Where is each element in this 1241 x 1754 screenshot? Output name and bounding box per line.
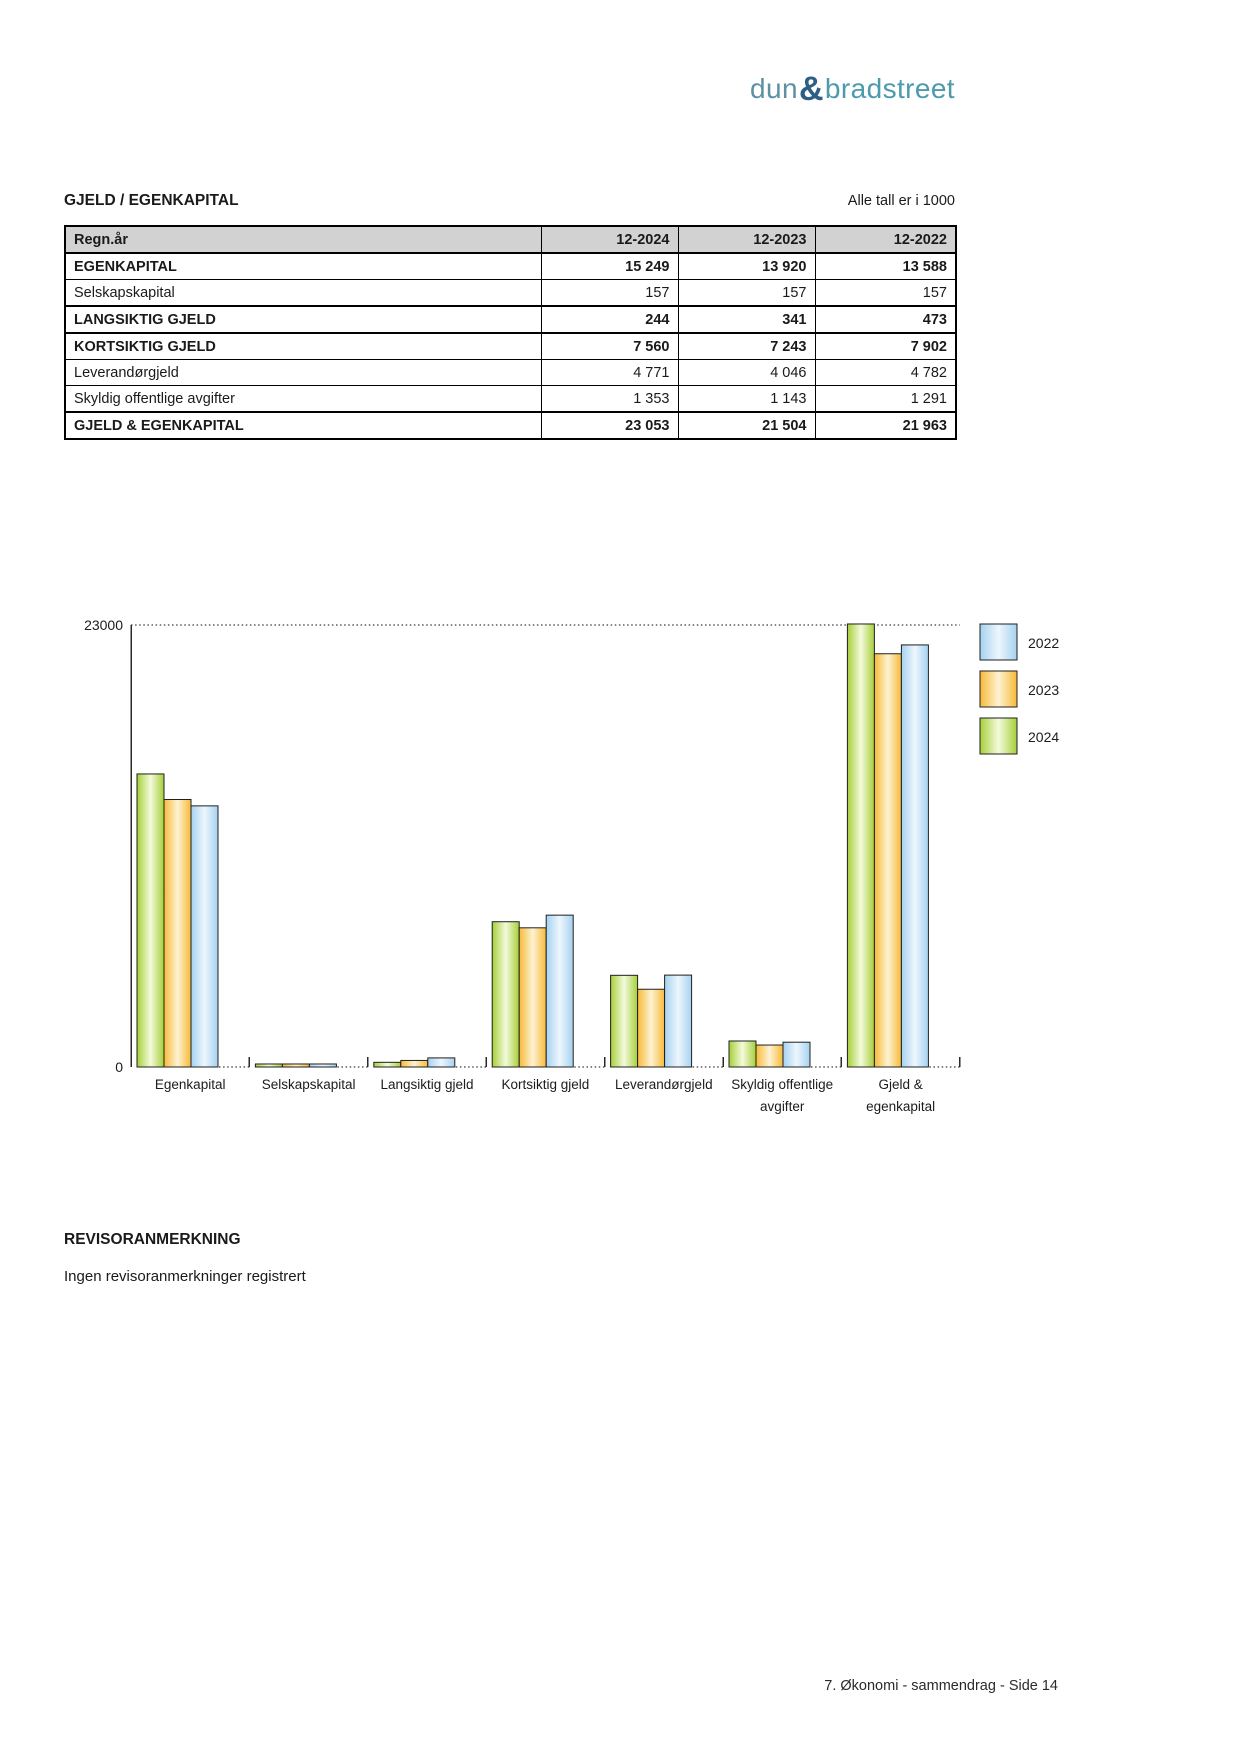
row-value: 157 xyxy=(677,279,816,307)
row-value: 21 963 xyxy=(814,411,957,440)
x-category-label: Langsiktig gjeld xyxy=(380,1077,473,1092)
table-row: GJELD & EGENKAPITAL 23 053 21 504 21 963 xyxy=(64,411,957,440)
bar-2023 xyxy=(518,927,547,1068)
legend-swatch-2022 xyxy=(979,623,1018,661)
x-category-label: Leverandørgjeld xyxy=(615,1077,713,1092)
bar-2024 xyxy=(254,1063,283,1068)
x-category-label: Kortsiktig gjeld xyxy=(502,1077,590,1092)
table-header-row: Regn.år 12-2024 12-2023 12-2022 xyxy=(64,225,957,254)
bar-2024 xyxy=(136,773,165,1068)
x-category-label: Egenkapital xyxy=(155,1077,226,1092)
row-value: 244 xyxy=(540,305,679,334)
row-label: Leverandørgjeld xyxy=(64,359,542,386)
bar-chart-svg: 23000 0 Egenkapital Selskapskapital Langsikt… xyxy=(84,617,1059,1114)
dun-bradstreet-logo: dun&bradstreet xyxy=(750,70,955,109)
financials-table: Regn.år 12-2024 12-2023 12-2022 EGENKAPI… xyxy=(64,225,957,440)
legend-swatch-2023 xyxy=(979,670,1018,708)
x-category-label: Gjeld & xyxy=(878,1077,922,1092)
row-value: 157 xyxy=(540,279,679,307)
logo-bradstreet: bradstreet xyxy=(824,73,955,104)
bar-2022 xyxy=(782,1041,811,1068)
header-12-2022: 12-2022 xyxy=(814,225,957,254)
row-value: 157 xyxy=(814,279,957,307)
row-label: Selskapskapital xyxy=(64,279,542,307)
bar-2023 xyxy=(281,1063,310,1068)
bar-2024 xyxy=(373,1061,402,1068)
table-row: Skyldig offentlige avgifter 1 353 1 143 1 2… xyxy=(64,385,957,413)
bar-2023 xyxy=(755,1044,784,1068)
row-value: 7 560 xyxy=(540,332,679,360)
logo-dun: dun xyxy=(750,73,798,104)
header-regnar: Regn.år xyxy=(64,225,542,254)
page-footer: 7. Økonomi - sammendrag - Side 14 xyxy=(824,1678,1058,1694)
row-value: 7 902 xyxy=(814,332,957,360)
row-value: 4 771 xyxy=(540,359,679,386)
bar-2022 xyxy=(308,1063,337,1068)
y-tick-max: 23000 xyxy=(84,617,123,633)
row-label: GJELD & EGENKAPITAL xyxy=(64,411,542,440)
row-label: Skyldig offentlige avgifter xyxy=(64,385,542,413)
table-row: LANGSIKTIG GJELD 244 341 473 xyxy=(64,305,957,334)
bar-2022 xyxy=(190,805,219,1068)
row-label: EGENKAPITAL xyxy=(64,252,542,280)
section-header: GJELD / EGENKAPITAL Alle tall er i 1000 xyxy=(64,192,955,210)
auditor-heading: REVISORANMERKNING xyxy=(64,1231,241,1248)
bar-2022 xyxy=(664,974,693,1068)
legend-swatch-2024 xyxy=(979,717,1018,755)
auditor-body: Ingen revisoranmerkninger registrert xyxy=(64,1268,306,1285)
bar-2024 xyxy=(610,974,639,1068)
row-value: 1 291 xyxy=(814,385,957,413)
row-value: 7 243 xyxy=(677,332,816,360)
x-category-label: avgifter xyxy=(760,1099,805,1114)
bar-2024 xyxy=(491,921,520,1068)
table-body: EGENKAPITAL 15 249 13 920 13 588 Selskapskap… xyxy=(64,252,957,440)
bar-2022 xyxy=(900,644,929,1068)
row-value: 4 782 xyxy=(814,359,957,386)
bar-2023 xyxy=(400,1059,429,1068)
row-value: 21 504 xyxy=(677,411,816,440)
x-category-label: Skyldig offentlige xyxy=(731,1077,833,1092)
table-row: KORTSIKTIG GJELD 7 560 7 243 7 902 xyxy=(64,332,957,360)
x-category-label: egenkapital xyxy=(866,1099,935,1114)
y-tick-zero: 0 xyxy=(115,1059,123,1075)
row-value: 15 249 xyxy=(540,252,679,280)
header-12-2023: 12-2023 xyxy=(677,225,816,254)
row-label: KORTSIKTIG GJELD xyxy=(64,332,542,360)
row-value: 4 046 xyxy=(677,359,816,386)
row-value: 1 143 xyxy=(677,385,816,413)
section-title: GJELD / EGENKAPITAL xyxy=(64,192,239,209)
legend-label-2022: 2022 xyxy=(1028,635,1059,651)
bar-2024 xyxy=(846,623,875,1068)
bar-2023 xyxy=(163,798,192,1068)
bar-2022 xyxy=(427,1057,456,1068)
table-row: EGENKAPITAL 15 249 13 920 13 588 xyxy=(64,252,957,280)
ampersand-icon: & xyxy=(798,70,824,108)
bar-2022 xyxy=(545,914,574,1068)
table-row: Selskapskapital 157 157 157 xyxy=(64,279,957,307)
x-category-label: Selskapskapital xyxy=(262,1077,356,1092)
row-value: 1 353 xyxy=(540,385,679,413)
legend-label-2023: 2023 xyxy=(1028,682,1059,698)
header-12-2024: 12-2024 xyxy=(540,225,679,254)
row-value: 13 588 xyxy=(814,252,957,280)
bar-2023 xyxy=(637,988,666,1068)
table-row: Leverandørgjeld 4 771 4 046 4 782 xyxy=(64,359,957,386)
row-label: LANGSIKTIG GJELD xyxy=(64,305,542,334)
bar-2023 xyxy=(873,653,902,1068)
row-value: 13 920 xyxy=(677,252,816,280)
row-value: 473 xyxy=(814,305,957,334)
bar-2024 xyxy=(728,1040,757,1068)
units-note: Alle tall er i 1000 xyxy=(847,193,955,209)
row-value: 23 053 xyxy=(540,411,679,440)
legend-label-2024: 2024 xyxy=(1028,729,1059,745)
row-value: 341 xyxy=(677,305,816,334)
